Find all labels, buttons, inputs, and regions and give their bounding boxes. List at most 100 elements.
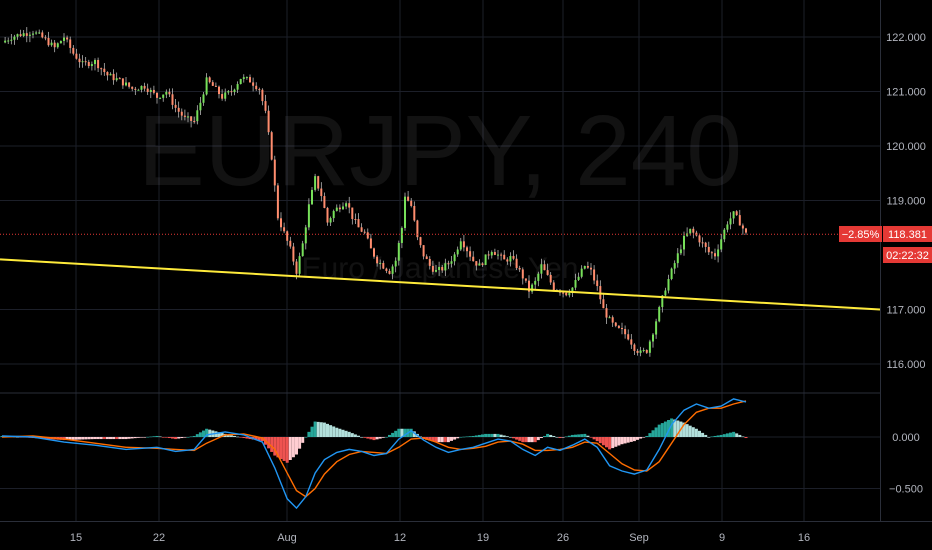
candle-body <box>735 211 738 216</box>
macd-histogram-bar <box>443 437 447 443</box>
macd-histogram-bar <box>440 437 444 443</box>
candle-body <box>630 339 633 345</box>
candle-body <box>738 215 741 226</box>
macd-histogram-bar <box>691 427 695 437</box>
macd-histogram-bar <box>239 437 243 438</box>
candle-body <box>540 264 543 274</box>
macd-histogram-bar <box>369 437 373 440</box>
candle-body <box>404 196 406 228</box>
candle-body <box>481 263 484 265</box>
macd-histogram-bar <box>71 437 75 440</box>
candle-body <box>348 203 351 208</box>
macd-histogram-bar <box>257 437 261 441</box>
macd-histogram-bar <box>208 429 212 437</box>
trendline[interactable] <box>0 258 881 311</box>
price-tick-label: 119.000 <box>887 196 926 208</box>
candle-body <box>87 61 90 66</box>
candle-body <box>25 33 28 36</box>
macd-histogram-bar <box>87 437 91 440</box>
macd-histogram-bar <box>217 432 221 437</box>
macd-histogram-bar <box>310 426 314 437</box>
candle-body <box>537 273 540 281</box>
macd-histogram-bar <box>136 437 140 438</box>
macd-histogram-bar <box>236 436 240 438</box>
candle-body <box>261 89 264 102</box>
candle-body <box>249 77 251 83</box>
macd-histogram-bar <box>164 437 168 438</box>
candle-body <box>512 256 515 259</box>
time-axis[interactable]: 15 22 Aug 12 19 26 Sep 9 16 <box>70 532 810 544</box>
candle-body <box>118 78 121 80</box>
candle-body <box>720 239 723 250</box>
macd-histogram-bar <box>651 430 655 437</box>
candle-body <box>190 116 193 121</box>
macd-histogram-bar <box>465 436 469 438</box>
candle-body <box>16 34 19 37</box>
candle-body <box>636 350 639 353</box>
macd-histogram-bar <box>233 435 236 437</box>
candle-body <box>416 220 419 238</box>
candle-body <box>208 77 211 83</box>
price-axis[interactable]: 122.000 121.000 120.000 119.000 117.000 116.0… <box>886 32 926 496</box>
candle-body <box>146 88 149 92</box>
macd-histogram-bar <box>360 437 364 438</box>
macd-histogram-bar <box>121 437 125 440</box>
macd-histogram-bar <box>335 427 339 437</box>
macd-histogram-bar <box>341 429 345 437</box>
candle-body <box>320 188 323 197</box>
candle-body <box>661 295 664 308</box>
candle-body <box>286 231 289 241</box>
candle-body <box>645 350 648 353</box>
macd-histogram-bar <box>267 437 271 449</box>
candle-body <box>205 77 208 95</box>
macd-histogram-bar <box>530 437 534 443</box>
macd-histogram-bar <box>155 435 159 437</box>
candle-body <box>32 33 34 35</box>
candle-body <box>35 32 38 34</box>
candle-body <box>81 61 84 63</box>
price-tick-label: 117.000 <box>887 305 926 317</box>
candle-body <box>593 269 596 281</box>
price-candles[interactable] <box>4 27 747 357</box>
macd-histogram-bar <box>722 434 726 437</box>
price-tick-label: 122.000 <box>886 32 926 44</box>
candle-body <box>717 249 720 257</box>
macd-histogram-bar <box>313 421 317 437</box>
candle-body <box>109 73 112 76</box>
candle-body <box>121 78 124 86</box>
macd-histogram-bar <box>112 437 116 440</box>
candle-body <box>431 265 434 272</box>
candle-body <box>518 268 521 270</box>
candle-body <box>732 211 735 219</box>
macd-histogram-bar <box>282 437 286 461</box>
candle-body <box>183 115 186 117</box>
candle-body <box>59 40 62 44</box>
macd-histogram-bar <box>307 431 311 437</box>
candle-body <box>729 218 732 225</box>
macd-histogram-bar <box>388 434 391 437</box>
macd-histogram-bar <box>561 437 565 438</box>
candle-body <box>707 246 710 253</box>
candle-body <box>493 252 496 255</box>
candle-body <box>162 94 165 98</box>
candle-body <box>608 317 611 319</box>
candle-body <box>56 43 59 48</box>
candle-body <box>177 107 180 112</box>
macd-histogram-bar <box>109 437 112 440</box>
candle-body <box>323 196 326 208</box>
candle-body <box>69 39 72 48</box>
candle-body <box>38 32 41 34</box>
trendline-group[interactable] <box>0 258 881 311</box>
macd-histogram-bar <box>93 437 97 440</box>
candle-body <box>605 308 608 318</box>
macd-histogram-bar <box>719 434 723 437</box>
macd-histogram-bar <box>332 426 336 437</box>
candle-body <box>332 210 335 219</box>
macd-histogram-bar <box>707 437 711 438</box>
candle-body <box>469 251 472 257</box>
macd-histogram-bar <box>16 437 19 438</box>
macd-histogram-bar <box>657 424 661 437</box>
macd-histogram-bar <box>580 434 584 437</box>
macd-histogram-bar <box>592 437 596 440</box>
